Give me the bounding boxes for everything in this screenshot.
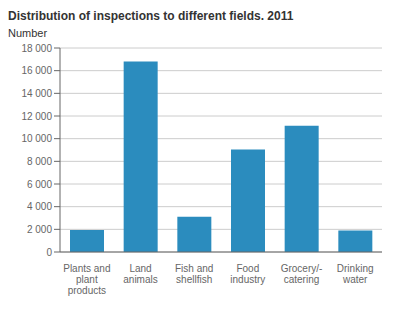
svg-text:8 000: 8 000 [27, 156, 52, 167]
svg-text:10 000: 10 000 [21, 133, 52, 144]
svg-text:Landanimals: Landanimals [123, 263, 157, 285]
svg-text:16 000: 16 000 [21, 65, 52, 76]
svg-text:Foodindustry: Foodindustry [230, 263, 265, 285]
svg-text:Drinkingwater: Drinkingwater [337, 263, 374, 285]
svg-text:12 000: 12 000 [21, 111, 52, 122]
html-text:Number: Number [8, 27, 48, 39]
svg-text:Grocery/-catering: Grocery/-catering [281, 263, 323, 285]
html-text:Distribution of inspections to: Distribution of inspections to different… [8, 9, 294, 23]
svg-text:18 000: 18 000 [21, 43, 52, 54]
svg-text:14 000: 14 000 [21, 88, 52, 99]
svg-text:4 000: 4 000 [27, 201, 52, 212]
svg-text:2 000: 2 000 [27, 224, 52, 235]
svg-text:Fish andshellfish: Fish andshellfish [175, 263, 213, 285]
svg-text:Plants andplantproducts: Plants andplantproducts [63, 263, 110, 296]
svg-text:0: 0 [46, 247, 52, 258]
svg-text:6 000: 6 000 [27, 179, 52, 190]
